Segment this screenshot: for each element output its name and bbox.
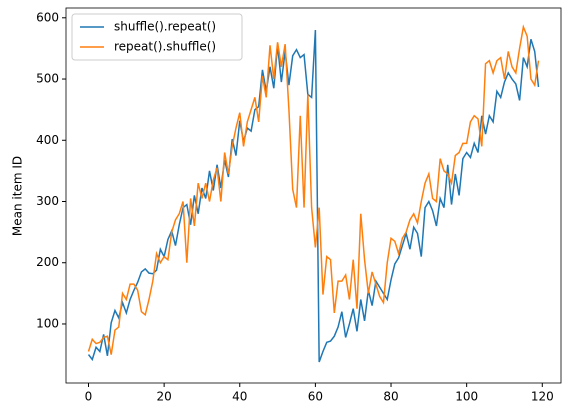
x-tick-label: 120 <box>531 390 554 404</box>
plot-frame <box>65 7 562 384</box>
line <box>87 30 540 363</box>
y-tick-label: 200 <box>36 255 59 269</box>
legend-label: repeat().shuffle() <box>114 40 216 54</box>
y-axis-label: Mean item ID <box>11 156 25 236</box>
x-tick-label: 0 <box>85 390 93 404</box>
y-tick-label: 500 <box>36 72 59 86</box>
y-tick-label: 400 <box>36 133 59 147</box>
x-tick-label: 80 <box>383 390 398 404</box>
y-tick-label: 600 <box>36 10 59 24</box>
x-tick-label: 20 <box>156 390 171 404</box>
x-tick-label: 60 <box>308 390 323 404</box>
x-tick-label: 40 <box>232 390 247 404</box>
legend-label: shuffle().repeat() <box>114 20 216 34</box>
y-tick-label: 300 <box>36 194 59 208</box>
x-tick-label: 100 <box>455 390 478 404</box>
line <box>87 24 540 355</box>
y-tick-label: 100 <box>36 316 59 330</box>
legend-box <box>71 13 243 61</box>
